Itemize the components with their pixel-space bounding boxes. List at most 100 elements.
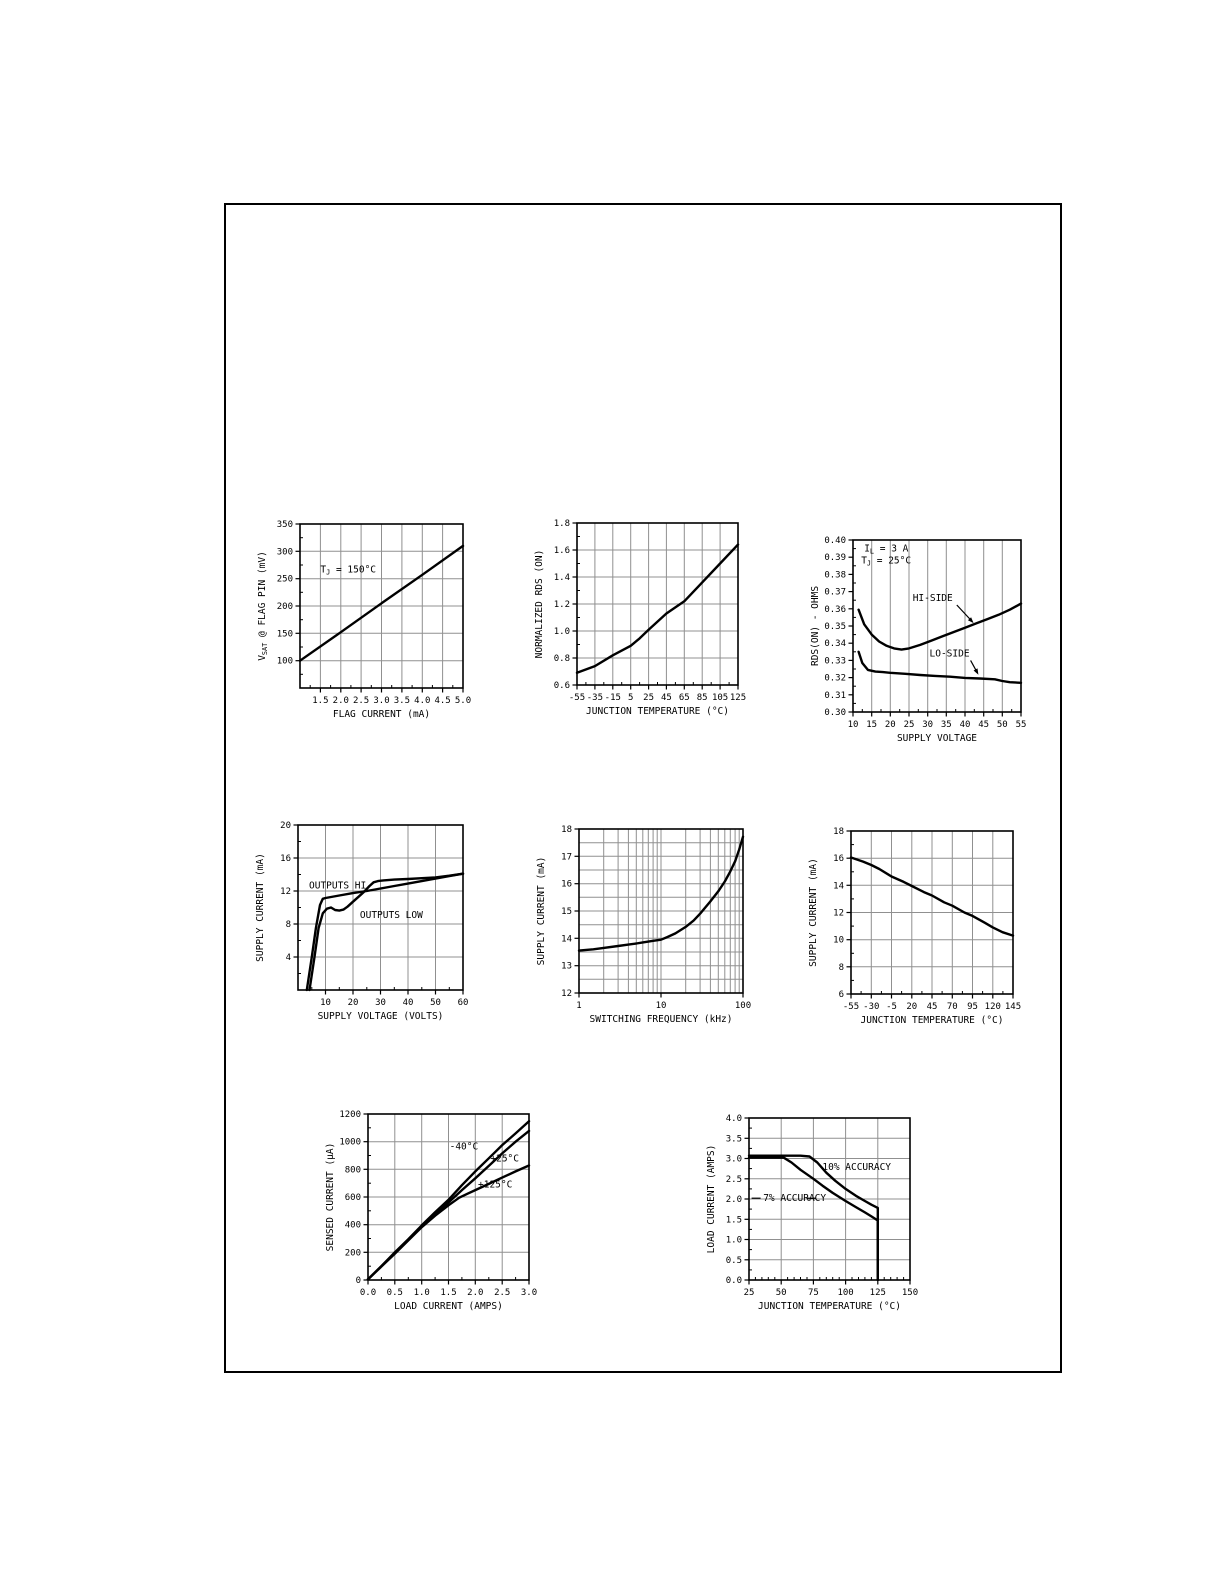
y-axis-title: SENSED CURRENT (µA): [325, 1143, 336, 1252]
y-tick-label: 16: [280, 854, 291, 864]
x-tick-label: -55: [569, 693, 585, 703]
x-tick-label: 125: [730, 693, 746, 703]
series-line-supply-current: [577, 835, 745, 952]
x-tick-label: 15: [866, 720, 877, 730]
y-tick-label: 4: [286, 953, 291, 963]
y-tick-label: 200: [277, 602, 293, 612]
x-tick-label: 1.5: [440, 1288, 456, 1298]
series-line-10-accuracy: [747, 1154, 880, 1282]
y-axis-title: RDS(ON) - OHMS: [810, 586, 821, 666]
x-tick-label: 20: [348, 998, 359, 1008]
x-tick-label: 1.5: [312, 696, 328, 706]
x-tick-label: 40: [960, 720, 971, 730]
x-tick-label: 75: [808, 1288, 819, 1298]
y-tick-label: 1.8: [554, 519, 570, 529]
x-tick-label: 145: [1005, 1002, 1021, 1012]
x-tick-label: 20: [885, 720, 896, 730]
series-line-hi-side: [857, 602, 1023, 651]
annotation-arrow-shaft: [970, 660, 978, 672]
y-tick-label: 12: [561, 989, 572, 999]
y-tick-label: 0.40: [824, 536, 846, 546]
y-axis-title: LOAD CURRENT (AMPS): [706, 1145, 717, 1254]
y-tick-label: 16: [833, 854, 844, 864]
x-axis-title: SWITCHING FREQUENCY (kHz): [590, 1014, 733, 1025]
x-tick-label: 30: [375, 998, 386, 1008]
y-tick-label: 2.5: [726, 1175, 742, 1185]
annotation-text: 10% ACCURACY: [822, 1162, 891, 1173]
x-axis-title: JUNCTION TEMPERATURE (°C): [586, 706, 729, 717]
y-tick-label: 10: [833, 936, 844, 946]
x-tick-label: 125: [870, 1288, 886, 1298]
y-tick-label: 17: [561, 852, 572, 862]
series-line-vsat: [298, 544, 465, 662]
annotation-text: LO-SIDE: [930, 648, 970, 659]
annotation-text: TJ = 25°C: [861, 556, 911, 568]
y-axis-title: NORMALIZED RDS (ON): [534, 550, 545, 659]
chart-sensed-current-vs-load-current-svg: 0.0 0.5 1.0 1.5 2.0 2.5 3.0 0 200 400 600 800 1000 12…: [325, 1110, 537, 1312]
x-tick-label: -35: [587, 693, 603, 703]
y-tick-label: 16: [561, 880, 572, 890]
chart-supply-current-vs-junction-temperature-svg: -55 -30 -5 20 45 70 95 120 145 6 8 10 12 14 16 18 JUNCTI…: [808, 827, 1021, 1026]
y-tick-label: 13: [561, 962, 572, 972]
y-tick-label: 0.35: [824, 622, 846, 632]
y-tick-label: 3.0: [726, 1155, 742, 1165]
y-tick-label: 1.5: [726, 1215, 742, 1225]
chart-sensed-current-vs-load-current: 0.0 0.5 1.0 1.5 2.0 2.5 3.0 0 200 400 600 800 1000 12…: [322, 1108, 539, 1316]
y-tick-label: 2.0: [726, 1195, 742, 1205]
x-tick-label: 10: [656, 1001, 667, 1011]
y-tick-label: 1200: [339, 1110, 361, 1120]
x-tick-label: 3.5: [394, 696, 410, 706]
y-axis-title: SUPPLY CURRENT (mA): [536, 857, 547, 966]
y-axis-title: SUPPLY CURRENT (mA): [808, 858, 819, 967]
y-tick-label: 1000: [339, 1138, 361, 1148]
x-tick-label: 25: [904, 720, 915, 730]
annotation-text: TJ = 150°C: [320, 565, 376, 577]
x-tick-label: 25: [744, 1288, 755, 1298]
x-tick-label: 1: [576, 1001, 581, 1011]
x-tick-label: 120: [985, 1002, 1001, 1012]
chart-rds-on-ohms-vs-supply-voltage-svg: 10 15 20 25 30 35 40 45 50 55 0.30 0.31 0.32 0.33 0.34…: [810, 536, 1027, 744]
chart-vsat-flag-pin-vs-flag-current: 1.5 2.0 2.5 3.0 3.5 4.0 4.5 5.0 100 150 200 250 300 3…: [254, 518, 473, 724]
annotation-text: 7% ACCURACY: [763, 1193, 826, 1204]
y-tick-label: 0.8: [554, 654, 570, 664]
x-tick-label: 60: [458, 998, 469, 1008]
x-tick-label: 55: [1016, 720, 1027, 730]
y-tick-label: 0.39: [824, 553, 846, 563]
x-tick-label: 100: [735, 1001, 751, 1011]
y-tick-label: 0: [356, 1276, 361, 1286]
x-tick-label: -30: [863, 1002, 879, 1012]
chart-supply-current-vs-supply-voltage-svg: 10 20 30 40 50 60 4 8 12 16 20 SUPPLY VOLTAGE (VOLT…: [255, 821, 469, 1022]
y-tick-label: 12: [833, 909, 844, 919]
annotation-text: IL = 3 A: [864, 544, 908, 556]
x-tick-label: 5.0: [455, 696, 471, 706]
y-tick-label: 20: [280, 821, 291, 831]
y-tick-label: 0.36: [824, 605, 846, 615]
annotation-text: OUTPUTS LOW: [360, 910, 423, 921]
x-tick-label: 20: [906, 1002, 917, 1012]
x-tick-label: 4.0: [414, 696, 430, 706]
y-tick-label: 3.5: [726, 1134, 742, 1144]
annotation-text: -40°C: [450, 1142, 479, 1153]
x-tick-label: 65: [679, 693, 690, 703]
x-tick-label: -15: [605, 693, 621, 703]
y-tick-label: 6: [839, 990, 844, 1000]
x-tick-label: 0.0: [360, 1288, 376, 1298]
x-tick-label: 50: [776, 1288, 787, 1298]
chart-supply-current-vs-switching-frequency: 1 10 100 12 13 14 15 16 17 18 SWITCHING FREQUENCY …: [533, 823, 753, 1029]
x-tick-label: 25: [643, 693, 654, 703]
y-tick-label: 14: [561, 934, 572, 944]
x-tick-label: -5: [886, 1002, 897, 1012]
y-tick-label: 18: [561, 825, 572, 835]
y-tick-label: 0.33: [824, 656, 846, 666]
y-axis-title: SUPPLY CURRENT (mA): [255, 853, 266, 962]
y-tick-label: 1.6: [554, 546, 570, 556]
annotation-text: +25°C: [490, 1153, 519, 1164]
series-line--125-c: [366, 1164, 531, 1281]
annotation-text: HI-SIDE: [913, 593, 953, 604]
y-tick-label: 8: [286, 920, 291, 930]
x-axis-title: JUNCTION TEMPERATURE (°C): [758, 1301, 901, 1312]
annotation-arrowhead: [967, 617, 974, 624]
chart-supply-current-vs-supply-voltage: 10 20 30 40 50 60 4 8 12 16 20 SUPPLY VOLTAGE (VOLT…: [252, 819, 473, 1026]
x-tick-label: 50: [430, 998, 441, 1008]
series-line-normalized-rds: [575, 543, 740, 675]
